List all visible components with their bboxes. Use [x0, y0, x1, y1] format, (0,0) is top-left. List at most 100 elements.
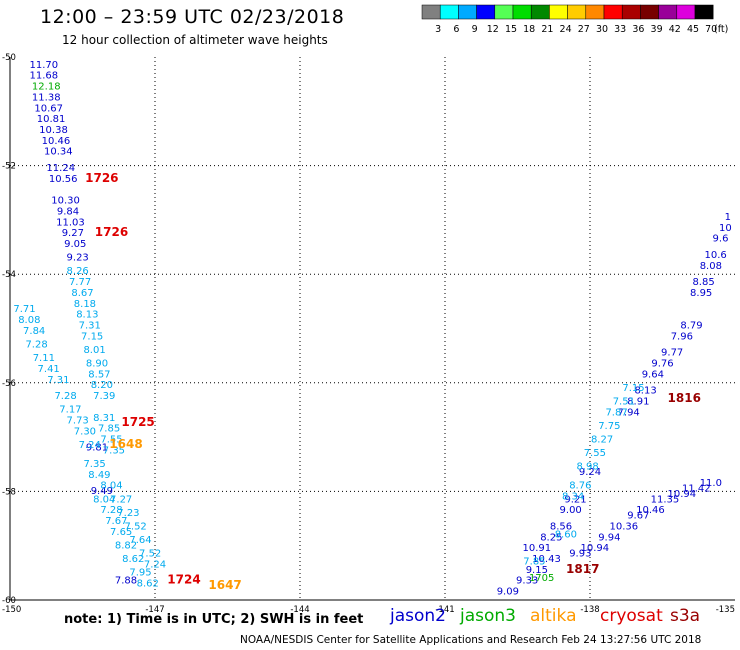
colorbar-label: 18 — [523, 24, 535, 35]
swh-label-altika: 7.28 — [25, 340, 47, 351]
swh-label-jason2: 10.67 — [34, 103, 63, 114]
swh-label-jason2: 7.88 — [115, 576, 137, 587]
colorbar-label: 24 — [560, 24, 572, 35]
swh-label-jason2: 7.94 — [618, 407, 640, 418]
swh-label-altika: 8.60 — [555, 530, 577, 541]
swh-label-altika: 8.98 — [576, 462, 598, 473]
swh-label-altika: 7.71 — [13, 304, 35, 315]
legend-jason2: jason2 — [390, 606, 446, 626]
swh-label-jason2: 9.49 — [91, 486, 113, 497]
swh-label-altika: 7.64 — [129, 535, 151, 546]
pass-time-label-cryosat: 1724 — [167, 573, 200, 587]
swh-label-jason3: 1705 — [529, 573, 554, 584]
swh-label-altika: 7.35 — [103, 445, 125, 456]
swh-label-altika: 7.30 — [74, 426, 96, 437]
swh-label-jason2: 8.95 — [690, 288, 712, 299]
swh-label-jason2: 9.76 — [651, 359, 673, 370]
swh-label-jason2: 11.24 — [46, 163, 75, 174]
swh-label-jason2: 10.46 — [636, 505, 665, 516]
swh-label-jason2: 10.81 — [37, 114, 66, 125]
colorbar-swatch — [421, 4, 441, 20]
colorbar-label: 36 — [632, 24, 644, 35]
swh-label-jason2: 9.23 — [67, 253, 89, 264]
swh-label-jason2: 10.46 — [42, 136, 71, 147]
swh-label-jason2: 10.56 — [49, 174, 78, 185]
chart-title: 12:00 – 23:59 UTC 02/23/2018 — [40, 6, 345, 28]
swh-label-altika: 7.24 — [79, 440, 101, 451]
colorbar-swatch — [694, 4, 714, 20]
pass-time-label-altika-time: 1647 — [208, 578, 241, 592]
legend-jason3: jason3 — [460, 606, 516, 626]
colorbar-label: 70 — [705, 24, 717, 35]
swh-label-altika: 7.95 — [129, 568, 151, 579]
swh-label-jason2: 9.15 — [526, 565, 548, 576]
swh-label-altika: 7.31 — [47, 375, 69, 386]
swh-label-altika: 8.18 — [74, 299, 96, 310]
swh-label-jason2: 9.21 — [564, 494, 586, 505]
swh-label-altika: 7.15 — [81, 331, 103, 342]
colorbar-swatch — [585, 4, 605, 20]
swh-label-jason3: 12.18 — [32, 82, 61, 93]
swh-label-jason2: 8.25 — [540, 532, 562, 543]
colorbar-swatch — [458, 4, 477, 20]
colorbar-label: 30 — [596, 24, 608, 35]
swh-label-altika: 7.51 — [613, 397, 635, 408]
swh-label-jason2: 8.79 — [680, 321, 702, 332]
colorbar-label: 42 — [669, 24, 681, 35]
colorbar-label: 9 — [472, 24, 478, 35]
pass-time-label-cryosat: 1726 — [95, 225, 128, 239]
grid-lines — [10, 57, 735, 600]
colorbar-label: 12 — [487, 24, 499, 35]
swh-label-altika: 7.52 — [139, 549, 161, 560]
pass-time-label-cryosat: 1725 — [121, 415, 154, 429]
swh-label-jason2: 8.08 — [700, 261, 722, 272]
y-tick-label: -56 — [2, 379, 16, 389]
colorbar-label: 6 — [453, 24, 459, 35]
chart-subtitle: 12 hour collection of altimeter wave hei… — [62, 33, 328, 47]
swh-label-altika: 7.11 — [33, 353, 55, 364]
x-tick-label: -147 — [145, 605, 164, 615]
legend-altika: altika — [530, 606, 577, 626]
x-tick-label: -144 — [290, 605, 309, 615]
swh-label-jason2: 9.05 — [64, 239, 86, 250]
swh-label-altika: 8.62 — [122, 554, 144, 565]
swh-label-altika: 7.87 — [605, 407, 627, 418]
swh-label-altika: 7.41 — [38, 364, 60, 375]
swh-label-jason2: 10.34 — [44, 147, 73, 158]
pass-time-label-altika-time: 1648 — [109, 437, 142, 451]
x-tick-label: -135 — [716, 605, 735, 615]
swh-label-altika: 8.49 — [88, 470, 110, 481]
colorbar-label: 27 — [578, 24, 590, 35]
swh-label-jason2: 8.85 — [692, 277, 714, 288]
x-tick-label: -138 — [580, 605, 599, 615]
swh-label-altika: 7.55 — [100, 435, 122, 446]
swh-label-altika: 8.13 — [76, 310, 98, 321]
legend-cryosat: cryosat — [600, 606, 663, 626]
swh-label-jason2: 11.42 — [682, 483, 711, 494]
colorbar-swatch — [549, 4, 568, 20]
swh-label-jason2: 10.91 — [523, 543, 552, 554]
swh-label-altika: 7.77 — [69, 277, 91, 288]
pass-time-label-s3a: 1817 — [566, 562, 599, 576]
colorbar-swatch — [658, 4, 678, 20]
swh-label-altika: 8.04 — [93, 494, 115, 505]
note-text: note: 1) Time is in UTC; 2) SWH is in fe… — [64, 612, 364, 627]
swh-label-jason2: 11.03 — [56, 217, 85, 228]
colorbar-label: 45 — [687, 24, 699, 35]
legend-s3a: s3a — [670, 606, 701, 626]
y-tick-label: -60 — [2, 596, 16, 606]
swh-label-altika: 7.75 — [598, 421, 620, 432]
swh-label-jason2: 9.33 — [516, 576, 538, 587]
colorbar-unit: (ft) — [714, 24, 728, 35]
swh-label-jason2: 10 — [719, 223, 732, 234]
swh-label-jason2: 8.91 — [627, 397, 649, 408]
swh-label-altika: 7.73 — [67, 416, 89, 427]
swh-label-altika: 7.85 — [523, 557, 545, 568]
swh-label-altika: 7.52 — [125, 521, 147, 532]
swh-label-altika: 8.26 — [67, 266, 89, 277]
swh-label-altika: 7.28 — [54, 391, 76, 402]
swh-label-altika: 8.34 — [562, 492, 584, 503]
swh-label-altika: 7.55 — [584, 448, 606, 459]
swh-label-altika: 7.15 — [622, 383, 644, 394]
